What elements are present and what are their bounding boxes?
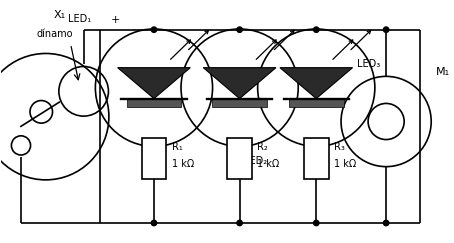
Text: LED₂: LED₂ (244, 156, 267, 166)
Polygon shape (280, 68, 353, 99)
Ellipse shape (237, 220, 242, 226)
Bar (304, 139, 329, 180)
Text: M₁: M₁ (436, 67, 450, 77)
Text: +: + (111, 15, 120, 25)
Ellipse shape (314, 220, 319, 226)
Bar (142, 139, 166, 180)
Text: LED₃: LED₃ (357, 59, 380, 69)
Bar (289, 99, 344, 107)
Text: R₂: R₂ (257, 142, 268, 153)
Bar (227, 139, 252, 180)
Polygon shape (118, 68, 190, 99)
Ellipse shape (151, 220, 157, 226)
Ellipse shape (384, 27, 389, 32)
Ellipse shape (151, 27, 157, 32)
Polygon shape (203, 68, 276, 99)
Ellipse shape (384, 220, 389, 226)
Text: 1 kΩ: 1 kΩ (257, 159, 280, 169)
Text: LED₁: LED₁ (68, 14, 91, 24)
Bar (127, 99, 181, 107)
Text: 1 kΩ: 1 kΩ (334, 159, 356, 169)
Text: X₁: X₁ (53, 10, 65, 20)
Text: R₃: R₃ (334, 142, 345, 153)
Text: R₁: R₁ (172, 142, 183, 153)
Ellipse shape (314, 27, 319, 32)
Bar (212, 99, 267, 107)
Ellipse shape (237, 27, 242, 32)
Text: 1 kΩ: 1 kΩ (172, 159, 194, 169)
Text: dínamo: dínamo (36, 29, 73, 39)
